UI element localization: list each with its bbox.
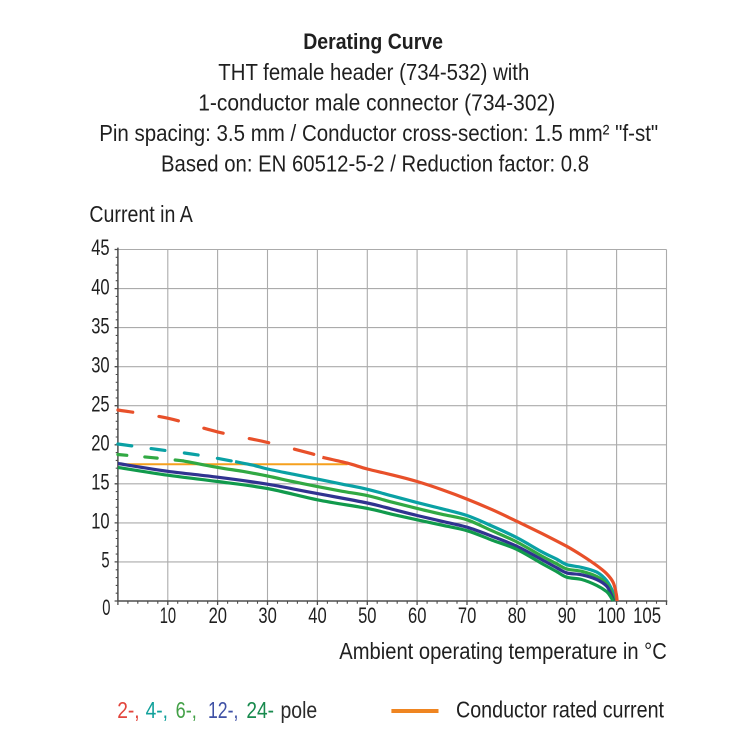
svg-text:70: 70	[458, 603, 476, 628]
svg-text:35: 35	[91, 313, 109, 338]
svg-text:1-conductor male connector (73: 1-conductor male connector (734-302)	[198, 90, 555, 116]
svg-text:20: 20	[91, 431, 109, 456]
svg-text:24-: 24-	[246, 697, 274, 723]
svg-text:Conductor rated current: Conductor rated current	[456, 697, 665, 723]
svg-text:15: 15	[91, 470, 109, 495]
svg-text:30: 30	[91, 352, 109, 377]
svg-text:50: 50	[358, 603, 376, 628]
svg-text:6-,: 6-,	[176, 697, 197, 723]
svg-text:Current in A: Current in A	[89, 201, 193, 227]
svg-text:pole: pole	[281, 697, 318, 723]
svg-text:0: 0	[102, 595, 110, 620]
svg-text:10: 10	[91, 509, 109, 534]
svg-text:Based on: EN 60512-5-2 / Reduc: Based on: EN 60512-5-2 / Reduction facto…	[161, 151, 589, 177]
svg-text:10: 10	[160, 603, 176, 628]
svg-text:45: 45	[91, 235, 109, 260]
svg-text:THT female header (734-532) wi: THT female header (734-532) with	[218, 59, 529, 85]
svg-text:25: 25	[91, 391, 109, 416]
svg-text:100: 100	[597, 603, 625, 628]
svg-text:105: 105	[633, 603, 661, 628]
svg-text:Pin spacing: 3.5 mm / Conducto: Pin spacing: 3.5 mm / Conductor cross-se…	[99, 120, 658, 146]
svg-text:90: 90	[558, 603, 576, 628]
svg-text:40: 40	[308, 603, 326, 628]
svg-text:Ambient operating temperature: Ambient operating temperature in °C	[339, 638, 667, 664]
svg-text:4-,: 4-,	[146, 697, 168, 723]
svg-text:2-,: 2-,	[117, 697, 139, 723]
svg-text:60: 60	[408, 603, 426, 628]
svg-text:Derating Curve: Derating Curve	[303, 29, 443, 54]
svg-text:5: 5	[101, 548, 109, 573]
svg-text:12-,: 12-,	[208, 697, 238, 723]
svg-text:80: 80	[508, 603, 526, 628]
svg-text:30: 30	[258, 603, 276, 628]
svg-text:40: 40	[91, 274, 109, 299]
svg-text:20: 20	[209, 603, 227, 628]
